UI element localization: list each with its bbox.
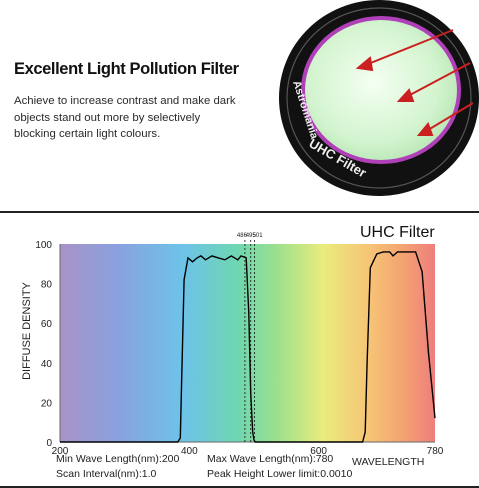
x-tick-label: 780 — [427, 446, 444, 457]
headline: Excellent Light Pollution Filter — [14, 60, 239, 78]
y-axis-label: DIFFUSE DENSITY — [21, 281, 33, 379]
y-tick-label: 20 — [41, 398, 53, 409]
y-tick-label: 100 — [35, 240, 52, 251]
marker-label: 495 — [246, 233, 257, 239]
peak-limit-text: Peak Height Lower limit:0.0010 — [207, 468, 353, 480]
y-ticks: 0 20 40 60 80 100 — [35, 240, 52, 449]
lens-glass — [305, 20, 457, 160]
x-axis-label: WAVELENGTH — [352, 456, 424, 468]
y-tick-label: 0 — [46, 438, 52, 449]
marker-label: 486 — [237, 233, 248, 239]
marker-label: 501 — [253, 233, 264, 239]
transmission-curve — [60, 251, 436, 443]
filter-lens-image: Astromania UHC Filter — [279, 0, 479, 196]
x-tick-label: 600 — [310, 446, 327, 457]
spectrum-chart: UHC Filter DIFFUSE DENSITY WAVELENGTH 02… — [21, 224, 444, 468]
scan-interval-text: Scan Interval(nm):1.0 — [56, 468, 157, 480]
x-tick-label: 200 — [52, 446, 69, 457]
x-ticks: 200 400 600 780 — [52, 446, 444, 457]
min-wave-text: Min Wave Length(nm):200 — [56, 453, 180, 465]
y-tick-label: 80 — [41, 280, 53, 291]
light-arrows — [355, 29, 474, 136]
description: Achieve to increase contrast and make da… — [14, 95, 236, 140]
y-tick-label: 60 — [41, 319, 53, 330]
chart-title: UHC Filter — [360, 224, 435, 241]
max-wave-text: Max Wave Length(nm):780 — [207, 453, 334, 465]
x-tick-label: 400 — [181, 446, 198, 457]
y-tick-label: 40 — [41, 359, 53, 370]
